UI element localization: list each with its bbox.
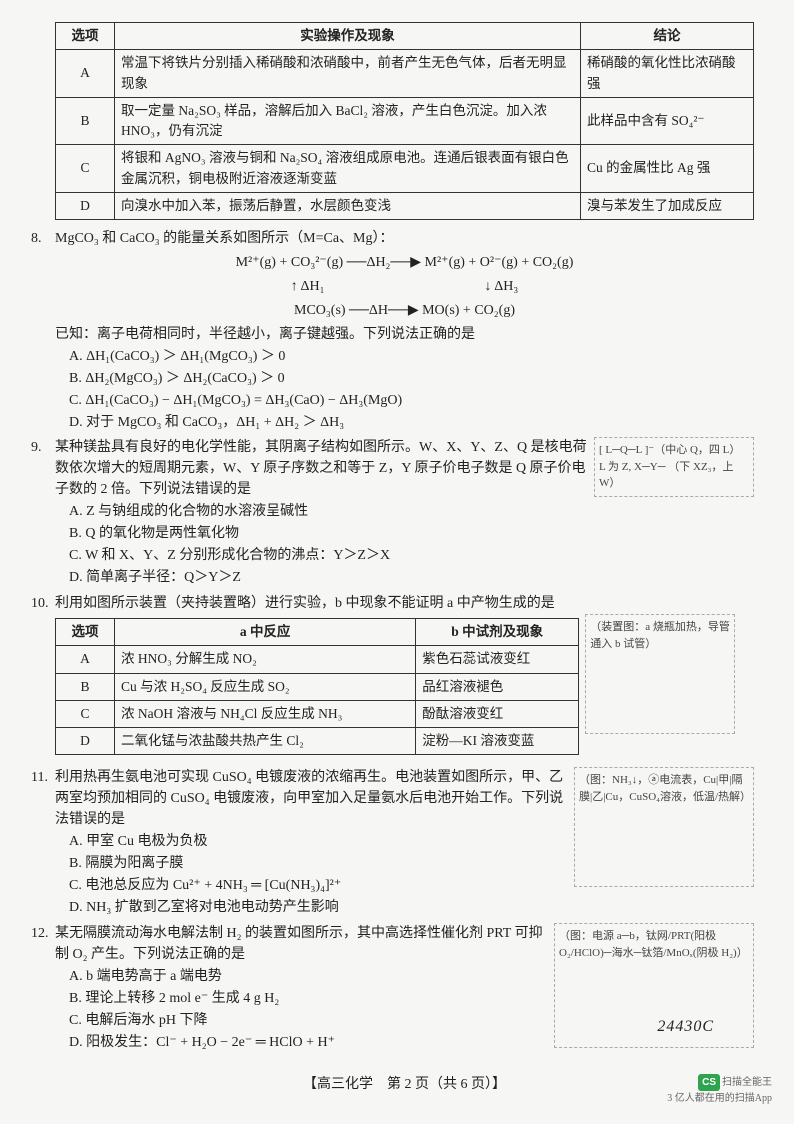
q8-B: B. ΔH₂(MgCO₃) ＞ ΔH₂(CaCO₃) ＞ 0 xyxy=(69,368,754,389)
q9-C: C. W 和 X、Y、Z 分别形成化合物的沸点：Y＞Z＞X xyxy=(69,545,588,566)
q8-eq2: MCO₃(s) ──ΔH──▶ MO(s) + CO₂(g) xyxy=(55,300,754,321)
q12: 12. 某无隔膜流动海水电解法制 H₂ 的装置如图所示，其中高选择性催化剂 PR… xyxy=(55,923,754,1054)
table-row: A 常温下将铁片分别插入稀硝酸和浓硝酸中，前者产生无色气体，后者无明显现象 稀硝… xyxy=(56,50,754,98)
q12-stem: 某无隔膜流动海水电解法制 H₂ 的装置如图所示，其中高选择性催化剂 PRT 可抑… xyxy=(55,926,543,962)
table-row: B Cu 与浓 H₂SO₄ 反应生成 SO₂ 品红溶液褪色 xyxy=(56,673,579,700)
table-row: B 取一定量 Na₂SO₃ 样品，溶解后加入 BaCl₂ 溶液，产生白色沉淀。加… xyxy=(56,97,754,145)
q11-A: A. 甲室 Cu 电极为负极 xyxy=(69,831,568,852)
q7-th-op: 实验操作及现象 xyxy=(115,23,581,50)
cs-label: 扫描全能王 xyxy=(722,1077,772,1088)
q11-stem: 利用热再生氨电池可实现 CuSO₄ 电镀废液的浓缩再生。电池装置如图所示，甲、乙… xyxy=(55,770,563,827)
page-footer: 【高三化学 第 2 页（共 6 页）】 xyxy=(55,1074,754,1095)
q9-stem: 某种镁盐具有良好的电化学性能，其阴离子结构如图所示。W、X、Y、Z、Q 是核电荷… xyxy=(55,440,587,497)
q12-diagram: （图：电源 a─b，钛网/PRT(阳极 O₂/HClO)─海水─钛箔/MnOₓ(… xyxy=(554,923,754,1048)
q10-stem: 利用如图所示装置（夹持装置略）进行实验，b 中现象不能证明 a 中产物生成的是 xyxy=(55,596,555,611)
q11-B: B. 隔膜为阳离子膜 xyxy=(69,853,568,874)
q9: 9. 某种镁盐具有良好的电化学性能，其阴离子结构如图所示。W、X、Y、Z、Q 是… xyxy=(55,437,754,589)
q7-table: 选项 实验操作及现象 结论 A 常温下将铁片分别插入稀硝酸和浓硝酸中，前者产生无… xyxy=(55,22,754,220)
q9-B: B. Q 的氧化物是两性氧化物 xyxy=(69,523,588,544)
table-row: A 浓 HNO₃ 分解生成 NO₂ 紫色石蕊试液变红 xyxy=(56,646,579,673)
q8-A: A. ΔH₁(CaCO₃) ＞ ΔH₁(MgCO₃) ＞ 0 xyxy=(69,346,754,367)
q8-num: 8. xyxy=(31,228,42,249)
table-row: D 二氧化锰与浓盐酸共热产生 Cl₂ 淀粉—KI 溶液变蓝 xyxy=(56,728,579,755)
table-row: D 向溴水中加入苯，振荡后静置，水层颜色变浅 溴与苯发生了加成反应 xyxy=(56,192,754,219)
q11-num: 11. xyxy=(31,767,48,788)
q9-num: 9. xyxy=(31,437,42,458)
q9-D: D. 简单离子半径：Q＞Y＞Z xyxy=(69,567,588,588)
q8: 8. MgCO₃ 和 CaCO₃ 的能量关系如图所示（M=Ca、Mg）： M²⁺… xyxy=(55,228,754,433)
q9-diagram: [ L─Q─L ]⁻（中心 Q，四 L） L 为 Z, X─Y─ （下 XZ₃，… xyxy=(594,437,754,497)
q12-B: B. 理论上转移 2 mol e⁻ 生成 4 g H₂ xyxy=(69,988,548,1009)
q8-eq1: M²⁺(g) + CO₃²⁻(g) ──ΔH₂──▶ M²⁺(g) + O²⁻(… xyxy=(55,252,754,273)
table-row: C 将银和 AgNO₃ 溶液与铜和 Na₂SO₄ 溶液组成原电池。连通后银表面有… xyxy=(56,145,754,193)
q10-table: 选项 a 中反应 b 中试剂及现象 A 浓 HNO₃ 分解生成 NO₂ 紫色石蕊… xyxy=(55,618,579,755)
q7-th-opt: 选项 xyxy=(56,23,115,50)
q8-sub: 已知：离子电荷相同时，半径越小，离子键越强。下列说法正确的是 xyxy=(55,324,754,345)
cs-sub: 3 亿人都在用的扫描App xyxy=(667,1091,772,1106)
q10: 10. 利用如图所示装置（夹持装置略）进行实验，b 中现象不能证明 a 中产物生… xyxy=(55,593,754,763)
q10-diagram: （装置图：a 烧瓶加热，导管通入 b 试管） xyxy=(585,614,735,734)
q12-A: A. b 端电势高于 a 端电势 xyxy=(69,966,548,987)
cs-icon: CS xyxy=(698,1074,720,1091)
q8-D: D. 对于 MgCO₃ 和 CaCO₃，ΔH₁ + ΔH₂ ＞ ΔH₃ xyxy=(69,412,754,433)
q8-stem: MgCO₃ 和 CaCO₃ 的能量关系如图所示（M=Ca、Mg）： xyxy=(55,231,394,246)
q11: 11. 利用热再生氨电池可实现 CuSO₄ 电镀废液的浓缩再生。电池装置如图所示… xyxy=(55,767,754,919)
table-row: C 浓 NaOH 溶液与 NH₄Cl 反应生成 NH₃ 酚酞溶液变红 xyxy=(56,700,579,727)
q11-diagram: （图：NH₃↓，ⓐ电流表，Cu|甲|隔膜|乙|Cu，CuSO₄溶液，低温/热解） xyxy=(574,767,754,887)
q8-arrows: ↑ ΔH₁ ↓ ΔH₃ xyxy=(55,276,754,297)
q12-C: C. 电解后海水 pH 下降 xyxy=(69,1010,548,1031)
q8-C: C. ΔH₁(CaCO₃) − ΔH₁(MgCO₃) = ΔH₃(CaO) − … xyxy=(69,390,754,411)
q7-th-con: 结论 xyxy=(581,23,754,50)
q11-C: C. 电池总反应为 Cu²⁺ + 4NH₃ ═ [Cu(NH₃)₄]²⁺ xyxy=(69,875,568,896)
q12-num: 12. xyxy=(31,923,49,944)
stamp-code: 24430C xyxy=(657,1015,714,1039)
q9-A: A. Z 与钠组成的化合物的水溶液呈碱性 xyxy=(69,501,588,522)
q10-num: 10. xyxy=(31,593,49,614)
q11-D: D. NH₃ 扩散到乙室将对电池电动势产生影响 xyxy=(69,897,568,918)
cs-badge: CS扫描全能王 3 亿人都在用的扫描App xyxy=(667,1074,772,1106)
q12-D: D. 阳极发生：Cl⁻ + H₂O − 2e⁻ ═ HClO + H⁺ xyxy=(69,1032,548,1053)
